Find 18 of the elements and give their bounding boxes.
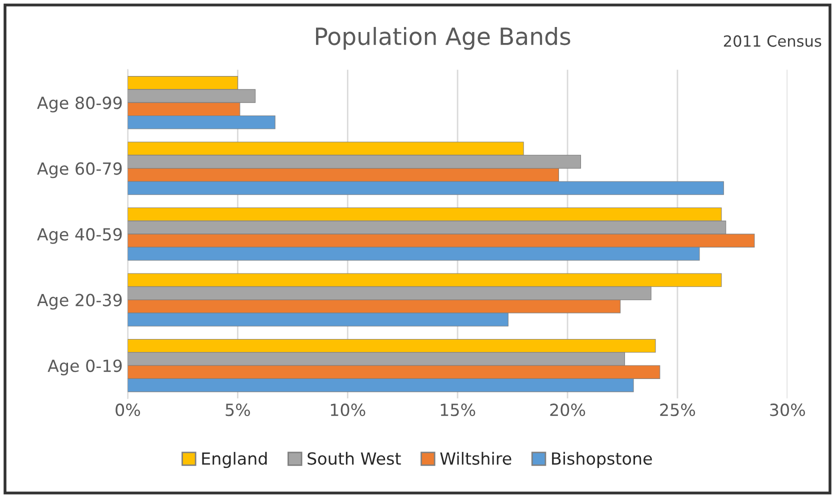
- legend-label: Wiltshire: [440, 452, 512, 465]
- y-tick-label: Age 0-19: [48, 359, 122, 376]
- x-tick-label: 25%: [660, 404, 696, 416]
- y-tick-label: Age 80-99: [37, 96, 122, 112]
- legend-label: England: [202, 452, 267, 468]
- x-tick-label: 5%: [226, 404, 250, 416]
- text: 2011 Census: [724, 35, 822, 47]
- x-tick-label: 0%: [116, 404, 140, 416]
- legend-label: South West: [308, 452, 401, 465]
- x-tick-label: 15%: [440, 404, 476, 416]
- x-tick-label: 10%: [330, 404, 366, 416]
- x-tick-label: 30%: [770, 404, 806, 416]
- y-tick-label: Age 60-79: [37, 162, 122, 178]
- y-tick-label: Age 20-39: [37, 294, 122, 310]
- legend-label: Bishopstone: [552, 452, 652, 468]
- chart-title: Population Age Bands: [316, 26, 570, 50]
- x-tick-label: 20%: [550, 404, 586, 416]
- y-tick-label: Age 40-59: [37, 228, 122, 244]
